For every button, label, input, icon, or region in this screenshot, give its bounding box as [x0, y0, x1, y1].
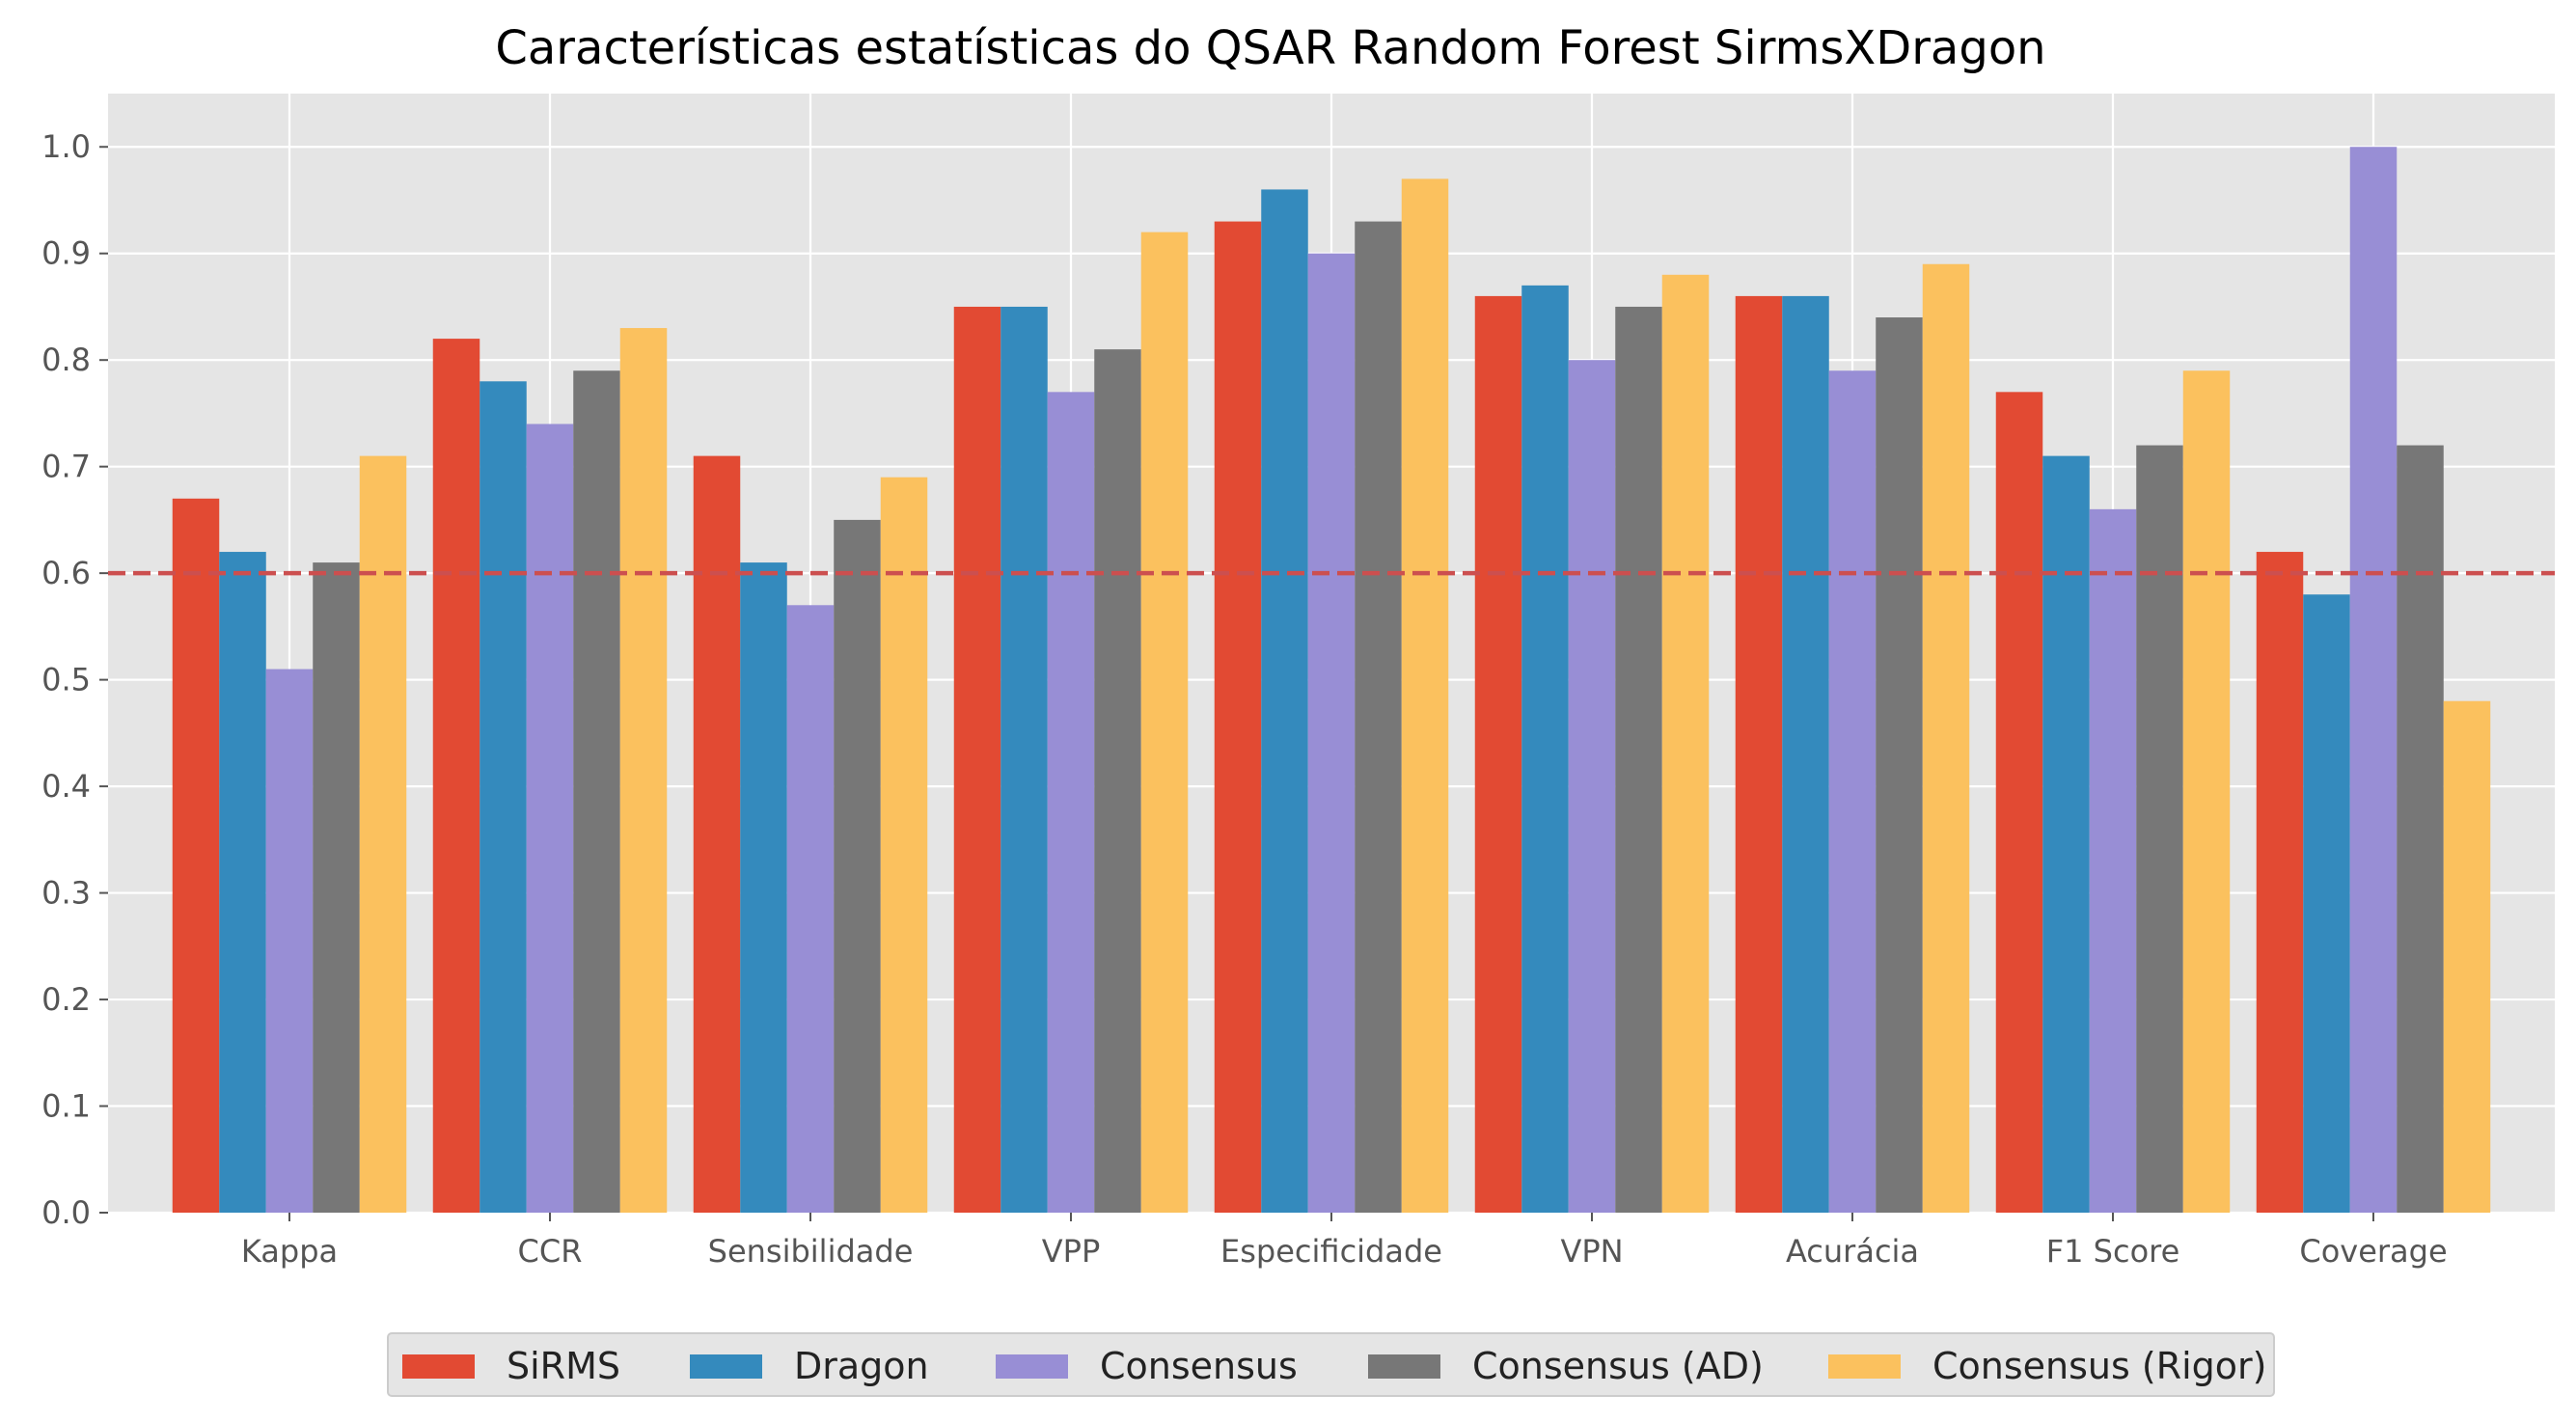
x-tick-label: VPN: [1560, 1233, 1623, 1270]
bar-consensus-0: [265, 669, 314, 1213]
legend: SiRMS Dragon Consensus Consensus (AD) Consen…: [387, 1332, 2275, 1397]
x-tick-label: Acurácia: [1786, 1233, 1919, 1270]
y-tick-label: 0.1: [41, 1088, 91, 1125]
bar-consensus-ad-0: [313, 562, 360, 1213]
x-tick-label: Sensibilidade: [708, 1233, 914, 1270]
bar-dragon-0: [219, 552, 266, 1213]
bar-sirms-4: [1214, 221, 1262, 1214]
bar-consensus-ad-8: [2397, 445, 2444, 1214]
x-axis: Kappa CCR Sensibilidade VPP Especificidade VP…: [241, 1213, 2448, 1270]
bar-consensus-ad-5: [1615, 306, 1662, 1213]
bar-consensus-ad-4: [1355, 221, 1402, 1214]
bar-sirms-8: [2256, 552, 2304, 1213]
bar-dragon-8: [2303, 594, 2350, 1213]
bar-dragon-3: [1000, 306, 1048, 1213]
bar-consensus-5: [1568, 360, 1616, 1213]
bar-consensus-ad-3: [1094, 349, 1141, 1214]
bar-consensus-ad-2: [834, 519, 881, 1213]
x-tick-label: Kappa: [241, 1233, 338, 1270]
bar-sirms-3: [953, 306, 1001, 1213]
bar-consensus-rigor-8: [2443, 700, 2491, 1213]
bar-consensus-rigor-1: [619, 328, 668, 1213]
bar-sirms-1: [432, 339, 480, 1214]
legend-swatch: [1368, 1354, 1440, 1379]
bar-consensus-1: [526, 424, 574, 1213]
bar-dragon-2: [740, 562, 787, 1213]
bar-consensus-6: [1828, 370, 1877, 1213]
bar-dragon-4: [1261, 189, 1308, 1213]
y-tick-label: 0.8: [41, 342, 91, 378]
legend-box: [387, 1332, 2275, 1397]
bar-consensus-2: [786, 605, 835, 1213]
bar-sirms-0: [172, 498, 220, 1213]
y-tick-label: 0.6: [41, 555, 91, 591]
bar-consensus-ad-7: [2136, 445, 2183, 1214]
bar-sirms-5: [1474, 295, 1522, 1213]
bar-consensus-8: [2349, 147, 2398, 1214]
legend-label: Consensus (Rigor): [1932, 1345, 2267, 1387]
bar-sirms-7: [1995, 392, 2043, 1213]
bar-consensus-ad-1: [573, 370, 620, 1213]
legend-label: Consensus (AD): [1472, 1345, 1764, 1387]
bar-sirms-2: [693, 455, 741, 1214]
y-tick-label: 1.0: [41, 128, 91, 165]
bar-consensus-rigor-7: [2182, 370, 2231, 1213]
bar-consensus-3: [1047, 392, 1095, 1213]
bar-consensus-rigor-3: [1140, 232, 1189, 1214]
x-tick-label: Coverage: [2299, 1233, 2447, 1270]
y-tick-label: 0.2: [41, 981, 91, 1018]
bars: [172, 147, 2491, 1214]
x-tick-label: CCR: [518, 1233, 583, 1270]
y-tick-label: 0.0: [41, 1194, 91, 1231]
y-tick-label: 0.7: [41, 449, 91, 485]
y-axis: 0.0 0.1 0.2 0.3 0.4 0.5 0.6 0.7 0.8 0.9 1.0: [41, 128, 108, 1231]
bar-consensus-7: [2089, 508, 2137, 1213]
legend-swatch: [402, 1354, 475, 1379]
bar-consensus-rigor-4: [1401, 178, 1449, 1213]
y-tick-label: 0.9: [41, 235, 91, 272]
bar-consensus-rigor-0: [359, 455, 407, 1214]
bar-consensus-4: [1307, 253, 1356, 1213]
bar-sirms-6: [1735, 295, 1783, 1213]
legend-swatch: [996, 1354, 1068, 1379]
legend-label: SiRMS: [507, 1345, 620, 1387]
bar-consensus-rigor-5: [1661, 274, 1710, 1213]
bar-dragon-1: [480, 381, 527, 1213]
bar-dragon-7: [2042, 455, 2090, 1214]
y-tick-label: 0.3: [41, 875, 91, 912]
bar-consensus-ad-6: [1876, 317, 1923, 1213]
legend-label: Dragon: [794, 1345, 929, 1387]
y-tick-label: 0.5: [41, 662, 91, 698]
legend-swatch: [1828, 1354, 1901, 1379]
bar-dragon-6: [1782, 295, 1829, 1213]
y-tick-label: 0.4: [41, 768, 91, 805]
bar-consensus-rigor-2: [880, 477, 928, 1213]
legend-label: Consensus: [1100, 1345, 1298, 1387]
x-tick-label: F1 Score: [2046, 1233, 2180, 1270]
bar-dragon-5: [1521, 285, 1569, 1213]
x-tick-label: VPP: [1042, 1233, 1100, 1270]
chart-title: Características estatísticas do QSAR Ran…: [495, 21, 2045, 75]
x-tick-label: Especificidade: [1220, 1233, 1442, 1270]
bar-consensus-rigor-6: [1922, 263, 1970, 1213]
legend-swatch: [690, 1354, 762, 1379]
